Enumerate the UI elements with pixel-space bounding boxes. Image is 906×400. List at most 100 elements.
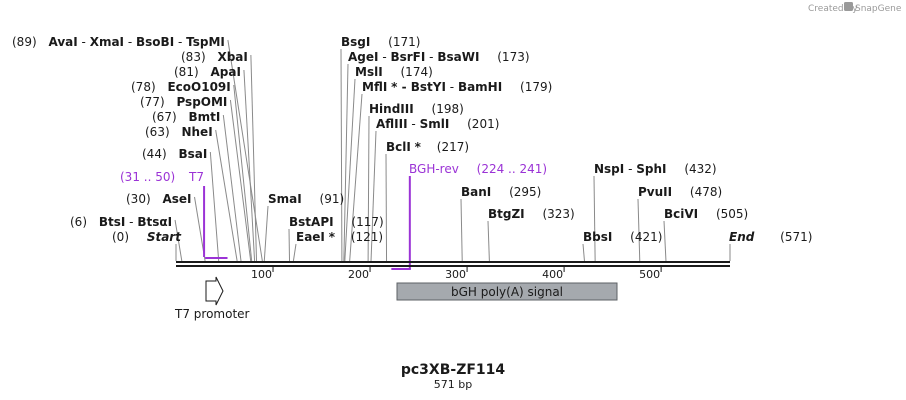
site-apai[interactable]: (81) ApaI bbox=[174, 65, 241, 79]
site-start[interactable]: (0) Start bbox=[112, 230, 182, 244]
site-bcivi[interactable]: BciVI (505) bbox=[664, 207, 748, 221]
site-smai-pos: (91) bbox=[320, 192, 345, 206]
site-msli-name: MslI bbox=[355, 65, 383, 79]
site-end-pos: (571) bbox=[780, 230, 812, 244]
leader-line-avai bbox=[227, 39, 263, 262]
site-btgzi-pos: (323) bbox=[542, 207, 574, 221]
leader-line-bcivi bbox=[663, 220, 667, 262]
site-bsgi-pos: (171) bbox=[388, 35, 420, 49]
leader-line-aflii bbox=[370, 130, 377, 262]
leader-line-mfli bbox=[349, 93, 363, 262]
site-eaei[interactable]: EaeI * (121) bbox=[296, 230, 383, 244]
site-end[interactable]: End (571) bbox=[729, 230, 812, 244]
site-pvuii-name: PvuII bbox=[638, 185, 672, 199]
site-ecoo109i-pos: (78) bbox=[131, 80, 156, 94]
site-mfli-name-3: BamHI bbox=[458, 80, 502, 94]
site-mfli-name: MflI bbox=[362, 80, 387, 94]
site-asei[interactable]: (30) AseI bbox=[126, 192, 192, 206]
site-bcli[interactable]: BclI * (217) bbox=[386, 140, 469, 154]
leader-line-pspomi bbox=[229, 99, 252, 262]
site-afliii-pos: (201) bbox=[467, 117, 499, 131]
primer-bgh-rev-name: BGH-rev bbox=[409, 162, 459, 176]
site-xbai[interactable]: (83) XbaI bbox=[181, 50, 248, 64]
leader-line-hindiii bbox=[367, 115, 370, 262]
site-hindiii[interactable]: HindIII (198) bbox=[369, 102, 464, 116]
site-bstapi-pos: (117) bbox=[351, 215, 383, 229]
primer-marks bbox=[203, 176, 411, 270]
site-agei[interactable]: AgeI - BsrFI - BsaWI (173) bbox=[348, 50, 530, 64]
site-bsgi[interactable]: BsgI (171) bbox=[341, 35, 420, 49]
site-nhei-pos: (63) bbox=[145, 125, 170, 139]
site-avai-name-3: BsoBI bbox=[136, 35, 174, 49]
site-agei-name-3: BsaWI bbox=[437, 50, 479, 64]
tick-500: 500 bbox=[639, 268, 660, 281]
site-bcli-mark: * bbox=[415, 140, 422, 154]
site-labels: (0) Start (6) BtsI - BtsαI (30) AseI (44… bbox=[12, 35, 812, 244]
site-pspomi[interactable]: (77) PspOMI bbox=[140, 95, 227, 109]
site-msli[interactable]: MslI (174) bbox=[355, 65, 433, 79]
leader-line-xbai bbox=[250, 54, 258, 262]
leader-lines bbox=[174, 39, 731, 262]
primer-t7-name: T7 bbox=[188, 170, 204, 184]
leader-line-nspi bbox=[593, 175, 596, 262]
feature-bgh-polya[interactable]: bGH poly(A) signal bbox=[396, 282, 618, 301]
site-bani[interactable]: BanI (295) bbox=[461, 185, 541, 199]
site-bmti-pos: (67) bbox=[152, 110, 177, 124]
site-nhei[interactable]: (63) NheI bbox=[145, 125, 213, 139]
site-btsi[interactable]: (6) BtsI - BtsαI bbox=[70, 215, 172, 229]
site-avai-sep-1: - bbox=[82, 35, 90, 49]
site-nspi-name-2: SphI bbox=[636, 162, 666, 176]
feature-bgh-polya-box bbox=[396, 282, 618, 301]
site-ecoo109i-name: EcoO109I bbox=[167, 80, 230, 94]
site-avai-name-4: TspMI bbox=[186, 35, 225, 49]
site-btsi-name-2: BtsαI bbox=[137, 215, 172, 229]
site-mfli-name-2: BstYI bbox=[411, 80, 446, 94]
leader-line-eaei bbox=[292, 243, 297, 262]
site-bsai-pos: (44) bbox=[142, 147, 167, 161]
site-bsai[interactable]: (44) BsaI bbox=[142, 147, 207, 161]
site-afliii-name: AflIII bbox=[376, 117, 408, 131]
site-btgzi[interactable]: BtgZI (323) bbox=[488, 207, 575, 221]
site-xbai-pos: (83) bbox=[181, 50, 206, 64]
site-bstapi[interactable]: BstAPI (117) bbox=[289, 215, 384, 229]
site-bstapi-name: BstAPI bbox=[289, 215, 334, 229]
primer-t7-label[interactable]: (31 .. 50) T7 bbox=[120, 170, 204, 184]
site-agei-sep-2: - bbox=[429, 50, 437, 64]
site-btsi-pos: (6) bbox=[70, 215, 87, 229]
site-pvuii[interactable]: PvuII (478) bbox=[638, 185, 722, 199]
site-avai-sep-2: - bbox=[128, 35, 136, 49]
site-bbsi[interactable]: BbsI (421) bbox=[583, 230, 662, 244]
site-start-name: Start bbox=[147, 230, 182, 244]
site-bbsi-name: BbsI bbox=[583, 230, 612, 244]
site-bcivi-pos: (505) bbox=[716, 207, 748, 221]
sequence-backbone bbox=[176, 261, 730, 267]
feature-t7-promoter[interactable]: T7 promoter bbox=[174, 276, 250, 321]
site-mfli-pos: (179) bbox=[520, 80, 552, 94]
site-agei-name-2: BsrFI bbox=[390, 50, 425, 64]
site-mfli[interactable]: MflI * - BstYI - BamHI (179) bbox=[362, 80, 552, 94]
plasmid-length: 571 bp bbox=[434, 378, 472, 391]
leader-line-msli bbox=[344, 78, 356, 262]
site-bcli-name: BclI bbox=[386, 140, 411, 154]
credit-prefix: Created by bbox=[808, 4, 858, 14]
primer-t7-bar[interactable] bbox=[205, 257, 228, 259]
site-avai[interactable]: (89) AvaI - XmaI - BsoBI - TspMI bbox=[12, 35, 225, 49]
site-afliii-sep: - bbox=[411, 117, 419, 131]
site-bsai-name: BsaI bbox=[178, 147, 207, 161]
site-avai-name-2: XmaI bbox=[90, 35, 124, 49]
site-ecoo109i[interactable]: (78) EcoO109I bbox=[131, 80, 231, 94]
tick-200: 200 bbox=[348, 268, 369, 281]
site-bmti[interactable]: (67) BmtI bbox=[152, 110, 220, 124]
snapgene-logo-icon bbox=[844, 2, 853, 11]
site-nspi[interactable]: NspI - SphI (432) bbox=[594, 162, 717, 176]
primer-bgh-rev-label[interactable]: BGH-rev (224 .. 241) bbox=[409, 162, 547, 176]
site-bani-name: BanI bbox=[461, 185, 491, 199]
primer-bgh-rev-bar[interactable] bbox=[391, 268, 411, 270]
site-afliii[interactable]: AflIII - SmlI (201) bbox=[376, 117, 499, 131]
tick-300: 300 bbox=[445, 268, 466, 281]
feature-t7-promoter-label: T7 promoter bbox=[174, 307, 250, 321]
site-pvuii-pos: (478) bbox=[690, 185, 722, 199]
site-smai[interactable]: SmaI (91) bbox=[268, 192, 344, 206]
site-apai-name: ApaI bbox=[210, 65, 240, 79]
